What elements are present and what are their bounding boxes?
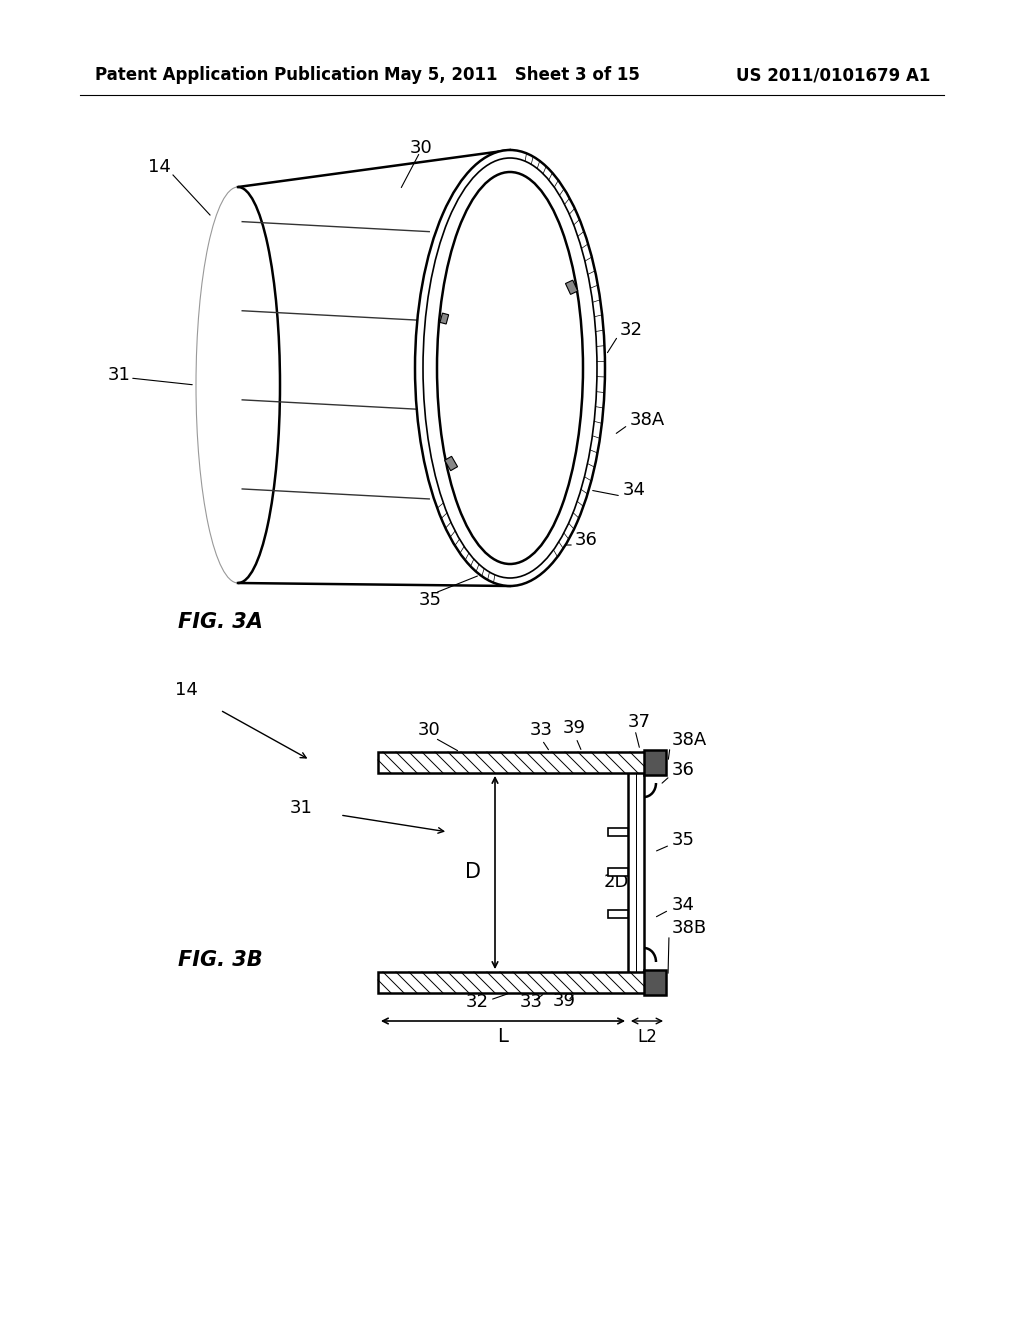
Text: L: L (498, 1027, 509, 1047)
Text: FIG. 3B: FIG. 3B (178, 950, 262, 970)
Ellipse shape (423, 158, 597, 578)
Text: 33: 33 (530, 721, 553, 739)
Text: 36: 36 (672, 762, 695, 779)
Ellipse shape (415, 150, 605, 586)
Text: 31: 31 (290, 799, 313, 817)
Polygon shape (440, 313, 449, 323)
Text: 35: 35 (672, 832, 695, 849)
Bar (608, 909, 628, 917)
Bar (608, 828, 628, 836)
Text: 31: 31 (108, 366, 131, 384)
Text: 37: 37 (628, 713, 651, 731)
Text: 32: 32 (466, 993, 489, 1011)
Text: 39: 39 (563, 719, 586, 737)
Text: 34: 34 (672, 896, 695, 913)
Bar (644, 970, 666, 995)
Text: Patent Application Publication: Patent Application Publication (95, 66, 379, 84)
Text: L2: L2 (637, 1028, 657, 1045)
Polygon shape (238, 150, 510, 586)
Text: FIG. 3A: FIG. 3A (178, 612, 263, 632)
Text: May 5, 2011   Sheet 3 of 15: May 5, 2011 Sheet 3 of 15 (384, 66, 640, 84)
Text: 36: 36 (575, 531, 598, 549)
Bar (608, 869, 628, 876)
Polygon shape (565, 280, 578, 294)
Text: 30: 30 (418, 721, 440, 739)
Text: 30: 30 (410, 139, 433, 157)
Text: 38A: 38A (630, 411, 666, 429)
Text: 39: 39 (553, 993, 575, 1010)
Text: 33: 33 (520, 993, 543, 1011)
Text: 14: 14 (148, 158, 171, 176)
Text: 14: 14 (175, 681, 198, 700)
Bar (644, 750, 666, 775)
Text: 35: 35 (419, 591, 441, 609)
Text: 2D: 2D (604, 873, 630, 891)
Text: US 2011/0101679 A1: US 2011/0101679 A1 (735, 66, 930, 84)
Text: 32: 32 (620, 321, 643, 339)
Bar (378, 752, 650, 774)
Bar (378, 972, 650, 993)
Polygon shape (444, 457, 458, 471)
Ellipse shape (437, 172, 583, 564)
Text: D: D (465, 862, 481, 882)
Text: 34: 34 (623, 480, 646, 499)
Text: 38B: 38B (672, 919, 708, 937)
Text: 38A: 38A (672, 731, 708, 748)
